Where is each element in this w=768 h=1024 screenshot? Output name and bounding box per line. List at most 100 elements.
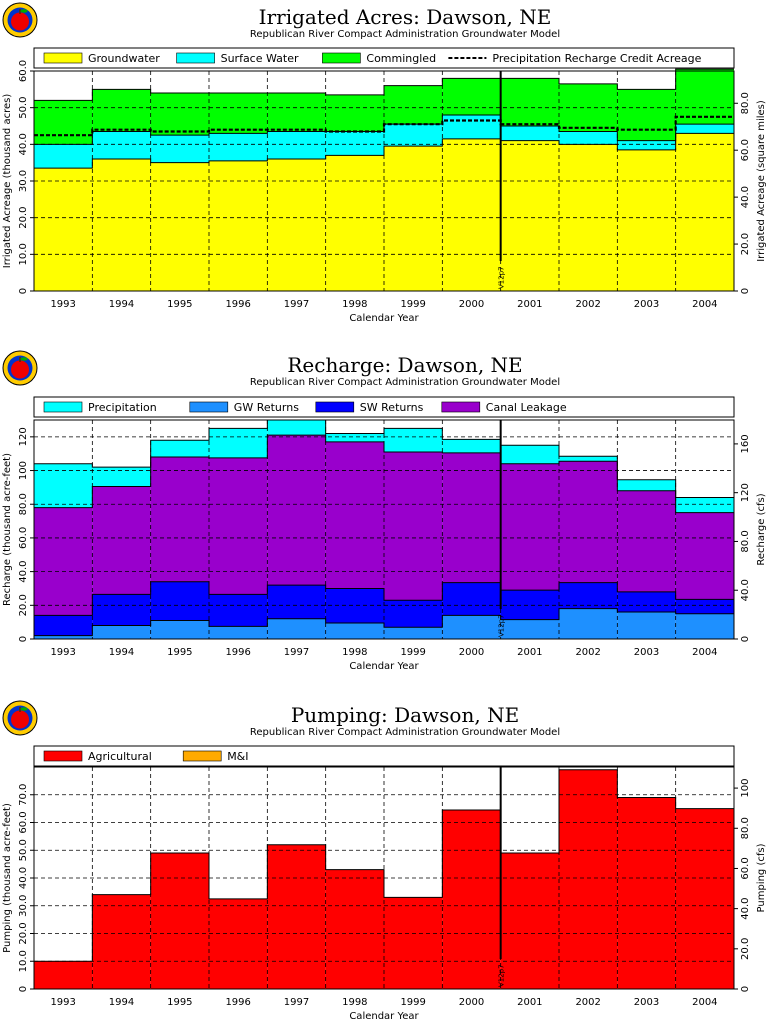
x-axis-title: Calendar Year (349, 661, 419, 672)
data-block (34, 615, 93, 636)
x-tick-label: 1996 (225, 997, 250, 1008)
x-tick-label: 1998 (342, 299, 367, 310)
legend-item: Precipitation Recharge Credit Acreage (448, 52, 702, 65)
data-block (384, 452, 443, 601)
chart-subtitle: Republican River Compact Administration … (250, 377, 560, 388)
data-block (209, 428, 268, 458)
legend-item: Canal Leakage (441, 401, 567, 414)
legend-swatch (43, 52, 83, 64)
x-axis-title: Calendar Year (349, 1011, 419, 1022)
y-tick-label: 20.0 (18, 922, 29, 944)
data-block (34, 463, 93, 508)
data-block (92, 594, 151, 626)
legend-item: SW Returns (315, 401, 424, 414)
x-tick-label: 1995 (167, 299, 192, 310)
data-block (442, 810, 501, 989)
data-block (617, 612, 676, 639)
logo-leaf (20, 9, 28, 13)
legend-label: Precipitation (88, 401, 157, 414)
y-axis-title: Recharge (thousand acre-feet) (2, 453, 13, 606)
data-block (442, 615, 501, 639)
data-block (675, 497, 734, 513)
series-outline (34, 419, 734, 498)
legend-item: Precipitation (43, 401, 157, 414)
y-tick-label: 20.0 (18, 207, 29, 229)
y2-tick-label: 40.0 (740, 579, 751, 601)
y-tick-label: 80.0 (18, 493, 29, 515)
data-block (325, 433, 384, 442)
data-block (34, 100, 93, 145)
data-block (617, 797, 676, 989)
y2-tick-label: 80.0 (740, 92, 751, 114)
data-block (384, 897, 443, 989)
data-block (442, 439, 501, 453)
data-block (267, 844, 326, 989)
data-block (267, 93, 326, 132)
data-block (500, 445, 559, 464)
data-block (442, 115, 501, 139)
data-block (209, 457, 268, 595)
y2-tick-label: 20.0 (740, 233, 751, 255)
legend-swatch (43, 750, 83, 762)
y-tick-label: 40.0 (18, 560, 29, 582)
y-tick-label: 0 (18, 636, 29, 642)
data-block (267, 585, 326, 619)
series-sw-returns (34, 581, 734, 636)
data-block (675, 599, 734, 614)
data-block (150, 162, 209, 291)
y-axis-title: Irrigated Acreage (thousand acres) (2, 94, 13, 269)
y2-tick-label: 60.0 (740, 857, 751, 879)
series-precipitation (34, 420, 734, 513)
logo-leaf (20, 357, 28, 361)
chart-title: Recharge: Dawson, NE (287, 353, 522, 377)
x-tick-label: 2001 (517, 997, 542, 1008)
y2-tick-label: 80.0 (740, 817, 751, 839)
data-block (267, 618, 326, 639)
data-block (267, 435, 326, 586)
y-tick-label: 60.0 (18, 811, 29, 833)
model-version-label: V12p7 (498, 266, 506, 289)
x-tick-label: 1994 (109, 647, 134, 658)
data-block (92, 486, 151, 595)
y-tick-label: 50.0 (18, 839, 29, 861)
model-version-label: V12p7 (498, 964, 506, 987)
x-tick-label: 1996 (225, 299, 250, 310)
x-tick-label: 1997 (284, 299, 309, 310)
data-block (384, 124, 443, 147)
data-block (442, 582, 501, 616)
series-outline (34, 769, 734, 962)
data-block (559, 582, 618, 609)
legend-label: SW Returns (360, 401, 424, 414)
data-block (34, 507, 93, 616)
y-tick-label: 50.0 (18, 97, 29, 119)
data-block (500, 78, 559, 126)
y-tick-label: 70.0 (18, 784, 29, 806)
legend-item: Commingled (322, 52, 436, 65)
plot-border (33, 419, 735, 640)
legend-item: Surface Water (176, 52, 299, 65)
series-groundwater (34, 133, 734, 291)
x-tick-label: 1999 (400, 299, 425, 310)
data-block (150, 457, 209, 582)
data-block (559, 461, 618, 583)
x-tick-label: 1997 (284, 997, 309, 1008)
data-block (500, 853, 559, 989)
legend-label: GW Returns (234, 401, 299, 414)
y2-tick-label: 120 (740, 483, 751, 502)
y-tick-label: 60.0 (18, 527, 29, 549)
y-tick-label: 120 (18, 427, 29, 446)
data-block (325, 131, 384, 156)
data-block (209, 160, 268, 291)
series-outline (34, 68, 734, 101)
legend-item: Agricultural (43, 750, 152, 763)
legend-label: Groundwater (88, 52, 160, 65)
y2-tick-label: 100 (740, 779, 751, 798)
x-tick-label: 2004 (692, 647, 717, 658)
x-tick-label: 1997 (284, 647, 309, 658)
data-block (325, 622, 384, 639)
data-block (325, 155, 384, 291)
y-axis-title: Pumping (thousand acre-feet) (2, 803, 13, 953)
x-tick-label: 2001 (517, 299, 542, 310)
data-block (675, 808, 734, 989)
